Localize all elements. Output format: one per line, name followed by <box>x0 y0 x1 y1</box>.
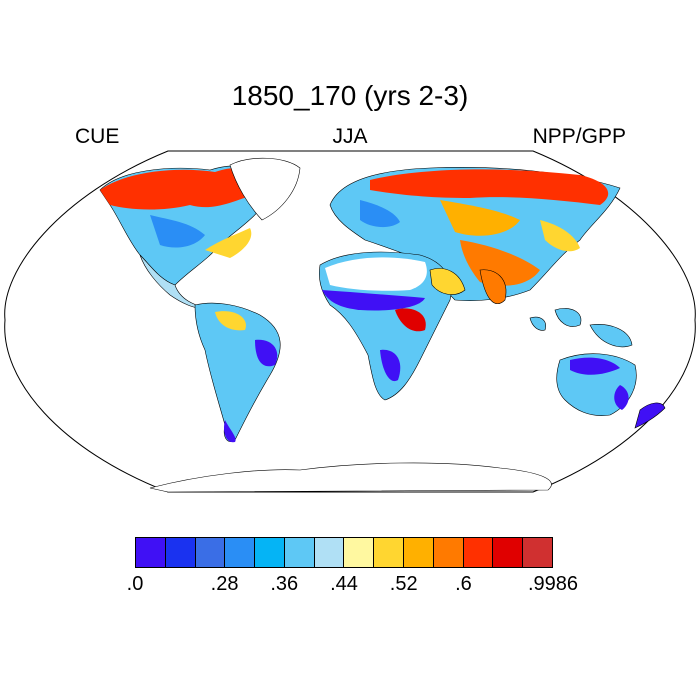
africa <box>319 251 452 401</box>
colorbar-box <box>195 538 226 567</box>
colorbar-box <box>314 538 345 567</box>
colorbar-box <box>374 538 405 567</box>
colorbar-box <box>225 538 256 567</box>
colorbar-box <box>165 538 196 567</box>
center-label: JJA <box>332 125 368 148</box>
right-label: NPP/GPP <box>532 125 626 148</box>
colorbar-box <box>463 538 494 567</box>
antarctica <box>149 462 552 493</box>
se-asia <box>529 308 633 348</box>
greenland <box>229 157 301 221</box>
new-zealand <box>634 402 666 429</box>
colorbar-tick-label: .9986 <box>527 573 579 595</box>
colorbar-tick-label: .36 <box>270 573 299 595</box>
colorbar <box>135 537 553 568</box>
colorbar-box <box>493 538 524 567</box>
south-asia <box>429 268 507 305</box>
colorbar-tick-label: .6 <box>455 573 472 595</box>
colorbar-tick-label: .44 <box>330 573 358 595</box>
colorbar-tick-label: .52 <box>389 573 418 595</box>
south-america <box>194 302 281 443</box>
colorbar-tick-label: .28 <box>210 573 239 595</box>
north-america <box>99 165 269 309</box>
map-title: 1850_170 (yrs 2-3) <box>231 80 469 111</box>
colorbar-box <box>136 538 166 567</box>
colorbar-box <box>433 538 464 567</box>
colorbar-box <box>255 538 285 567</box>
eurasia <box>329 167 621 301</box>
colorbar-box <box>404 538 434 567</box>
colorbar-box <box>284 538 315 567</box>
colorbar-tick-label: .0 <box>126 573 144 595</box>
australia <box>556 353 637 416</box>
left-label: CUE <box>75 125 120 148</box>
colorbar-box <box>344 538 375 567</box>
colorbar-box <box>523 538 552 567</box>
